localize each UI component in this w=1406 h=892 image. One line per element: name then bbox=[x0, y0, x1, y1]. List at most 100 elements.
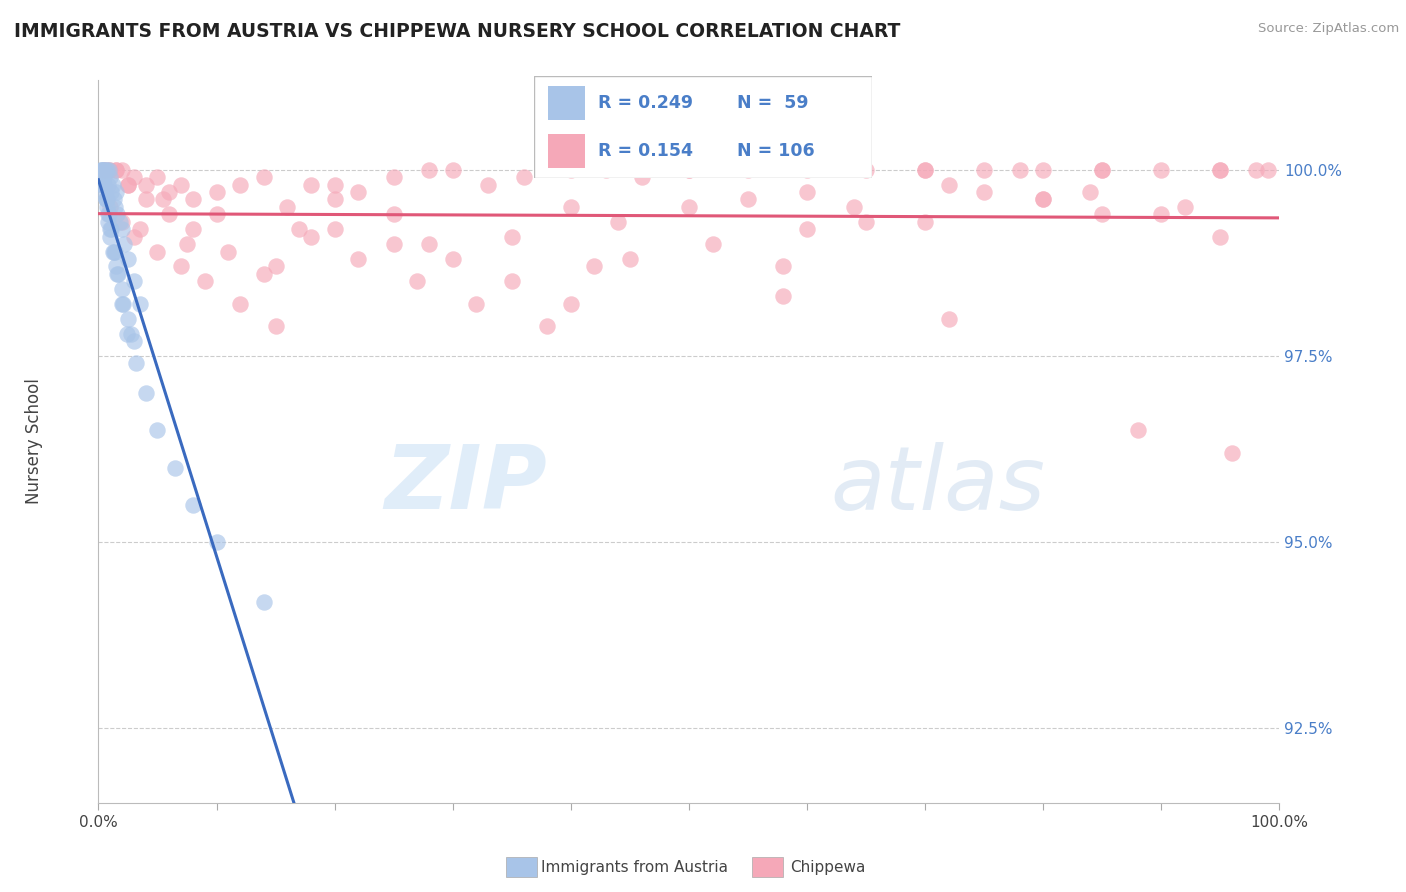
Point bbox=[299, 178, 322, 192]
Point bbox=[630, 170, 652, 185]
Point bbox=[91, 162, 114, 177]
Point bbox=[501, 274, 523, 288]
Point bbox=[111, 297, 134, 311]
Point bbox=[94, 193, 117, 207]
Point bbox=[323, 222, 346, 236]
Point bbox=[595, 162, 617, 177]
Point bbox=[91, 178, 114, 192]
Point bbox=[938, 178, 960, 192]
Point bbox=[122, 229, 145, 244]
Point bbox=[217, 244, 239, 259]
Point bbox=[914, 162, 936, 177]
Point bbox=[94, 162, 117, 177]
Point bbox=[1091, 207, 1114, 221]
Point bbox=[128, 222, 150, 236]
Point bbox=[772, 289, 794, 303]
Point bbox=[253, 595, 276, 609]
Point bbox=[299, 229, 322, 244]
Point bbox=[264, 319, 287, 334]
Text: atlas: atlas bbox=[831, 442, 1046, 528]
Point bbox=[170, 178, 193, 192]
Point bbox=[146, 423, 169, 437]
Point bbox=[115, 326, 138, 341]
Point bbox=[323, 178, 346, 192]
Point bbox=[93, 178, 115, 192]
Point bbox=[347, 185, 370, 199]
Text: R = 0.249: R = 0.249 bbox=[599, 94, 693, 112]
Point bbox=[382, 170, 405, 185]
Point bbox=[181, 498, 204, 512]
Point bbox=[1150, 207, 1173, 221]
Point bbox=[560, 200, 582, 214]
Point bbox=[170, 260, 193, 274]
Point bbox=[128, 297, 150, 311]
Point bbox=[105, 185, 128, 199]
Point bbox=[1126, 423, 1149, 437]
Point bbox=[619, 252, 641, 266]
Text: Immigrants from Austria: Immigrants from Austria bbox=[541, 860, 728, 874]
FancyBboxPatch shape bbox=[534, 76, 872, 178]
Point bbox=[101, 178, 124, 192]
Point bbox=[477, 178, 499, 192]
Point bbox=[157, 185, 180, 199]
Point bbox=[93, 162, 115, 177]
Point bbox=[152, 193, 174, 207]
Point bbox=[117, 178, 139, 192]
Point bbox=[1257, 162, 1279, 177]
Point bbox=[98, 162, 121, 177]
Point bbox=[112, 237, 135, 252]
Point bbox=[97, 178, 120, 192]
Point bbox=[1032, 162, 1054, 177]
Point bbox=[253, 170, 276, 185]
Point bbox=[973, 162, 995, 177]
Point bbox=[938, 311, 960, 326]
Point bbox=[103, 244, 125, 259]
Point bbox=[418, 162, 440, 177]
Point bbox=[323, 193, 346, 207]
Text: Source: ZipAtlas.com: Source: ZipAtlas.com bbox=[1258, 22, 1399, 36]
Point bbox=[111, 282, 134, 296]
Point bbox=[105, 162, 128, 177]
Point bbox=[536, 319, 558, 334]
Point bbox=[205, 185, 228, 199]
Point bbox=[93, 170, 115, 185]
Point bbox=[1150, 162, 1173, 177]
Point bbox=[105, 267, 128, 281]
Y-axis label: Nursery School: Nursery School bbox=[25, 378, 42, 505]
Point bbox=[97, 207, 120, 221]
Point bbox=[1209, 162, 1232, 177]
Point bbox=[98, 200, 121, 214]
Point bbox=[146, 244, 169, 259]
Point bbox=[1091, 162, 1114, 177]
Point bbox=[678, 162, 700, 177]
Point bbox=[1008, 162, 1031, 177]
Point bbox=[104, 244, 127, 259]
Point bbox=[382, 207, 405, 221]
Point bbox=[111, 162, 134, 177]
Point bbox=[607, 215, 630, 229]
Point bbox=[122, 170, 145, 185]
Point bbox=[512, 170, 534, 185]
Point bbox=[501, 229, 523, 244]
Point bbox=[117, 311, 139, 326]
Point bbox=[914, 162, 936, 177]
Point bbox=[276, 200, 298, 214]
Point bbox=[107, 267, 129, 281]
Point bbox=[229, 297, 252, 311]
Point bbox=[135, 178, 157, 192]
Point bbox=[264, 260, 287, 274]
Point bbox=[1091, 162, 1114, 177]
Point bbox=[97, 215, 120, 229]
Text: Chippewa: Chippewa bbox=[790, 860, 866, 874]
Point bbox=[101, 244, 124, 259]
Point bbox=[104, 200, 127, 214]
Point bbox=[111, 215, 134, 229]
Point bbox=[194, 274, 217, 288]
Point bbox=[117, 252, 139, 266]
Point bbox=[560, 162, 582, 177]
Point bbox=[105, 207, 128, 221]
Point bbox=[91, 170, 114, 185]
Text: N = 106: N = 106 bbox=[737, 142, 814, 161]
Point bbox=[796, 162, 818, 177]
Point bbox=[702, 237, 724, 252]
